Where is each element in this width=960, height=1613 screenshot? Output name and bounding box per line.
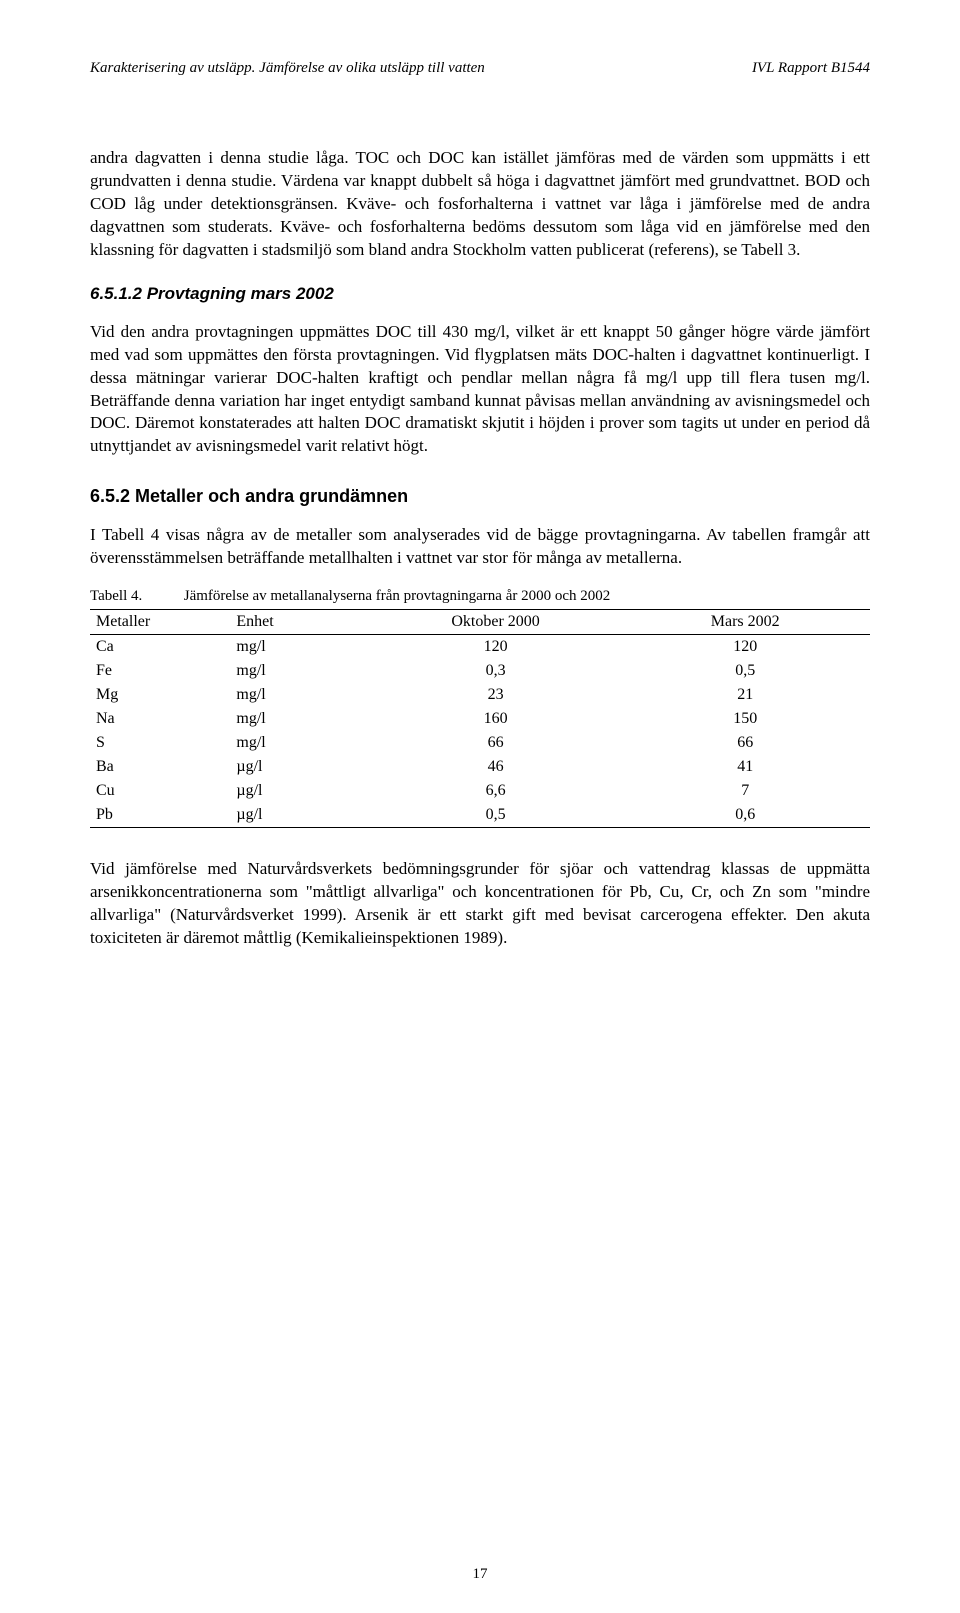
table-cell: 66 (371, 731, 621, 755)
table-row: Cuµg/l6,67 (90, 779, 870, 803)
table-cell: 120 (371, 635, 621, 660)
table4-col-0: Metaller (90, 610, 230, 635)
table-cell: µg/l (230, 803, 370, 828)
table4: Metaller Enhet Oktober 2000 Mars 2002 Ca… (90, 609, 870, 828)
table4-col-2: Oktober 2000 (371, 610, 621, 635)
table-row: Smg/l6666 (90, 731, 870, 755)
paragraph-after-table: Vid jämförelse med Naturvårdsverkets bed… (90, 858, 870, 950)
table-cell: 21 (620, 683, 870, 707)
table-cell: Pb (90, 803, 230, 828)
table-cell: 7 (620, 779, 870, 803)
table-cell: Mg (90, 683, 230, 707)
page-number: 17 (0, 1566, 960, 1583)
table-row: Femg/l0,30,5 (90, 659, 870, 683)
table-cell: 46 (371, 755, 621, 779)
table4-col-3: Mars 2002 (620, 610, 870, 635)
table-cell: Ba (90, 755, 230, 779)
running-header: Karakterisering av utsläpp. Jämförelse a… (90, 60, 870, 77)
table-cell: mg/l (230, 707, 370, 731)
table-cell: Na (90, 707, 230, 731)
header-left: Karakterisering av utsläpp. Jämförelse a… (90, 60, 485, 77)
table4-caption: Tabell 4. Jämförelse av metallanalyserna… (90, 588, 870, 605)
table-cell: mg/l (230, 731, 370, 755)
table-cell: 6,6 (371, 779, 621, 803)
table-cell: 41 (620, 755, 870, 779)
paragraph-6-5-2: I Tabell 4 visas några av de metaller so… (90, 524, 870, 570)
heading-6-5-2: 6.5.2 Metaller och andra grundämnen (90, 486, 870, 507)
table-cell: 160 (371, 707, 621, 731)
table-row: Baµg/l4641 (90, 755, 870, 779)
table-cell: µg/l (230, 755, 370, 779)
table-cell: 0,3 (371, 659, 621, 683)
table-cell: µg/l (230, 779, 370, 803)
table-row: Namg/l160150 (90, 707, 870, 731)
table-cell: Ca (90, 635, 230, 660)
table-cell: Cu (90, 779, 230, 803)
table-cell: mg/l (230, 683, 370, 707)
table-cell: mg/l (230, 659, 370, 683)
paragraph-6-5-1-2: Vid den andra provtagningen uppmättes DO… (90, 321, 870, 459)
page: Karakterisering av utsläpp. Jämförelse a… (0, 0, 960, 1613)
table4-header-row: Metaller Enhet Oktober 2000 Mars 2002 (90, 610, 870, 635)
table-cell: 120 (620, 635, 870, 660)
table4-caption-text: Jämförelse av metallanalyserna från prov… (184, 588, 611, 604)
table-cell: 0,5 (620, 659, 870, 683)
table4-caption-label: Tabell 4. (90, 588, 180, 605)
table-cell: 150 (620, 707, 870, 731)
table-cell: 66 (620, 731, 870, 755)
table-cell: 0,5 (371, 803, 621, 828)
header-right: IVL Rapport B1544 (752, 60, 870, 77)
table4-col-1: Enhet (230, 610, 370, 635)
table-cell: Fe (90, 659, 230, 683)
heading-6-5-1-2: 6.5.1.2 Provtagning mars 2002 (90, 284, 870, 304)
table-cell: 23 (371, 683, 621, 707)
table-row: Pbµg/l0,50,6 (90, 803, 870, 828)
table-cell: 0,6 (620, 803, 870, 828)
table-row: Mgmg/l2321 (90, 683, 870, 707)
table-cell: mg/l (230, 635, 370, 660)
table-cell: S (90, 731, 230, 755)
paragraph-continuation: andra dagvatten i denna studie låga. TOC… (90, 147, 870, 262)
table-row: Camg/l120120 (90, 635, 870, 660)
